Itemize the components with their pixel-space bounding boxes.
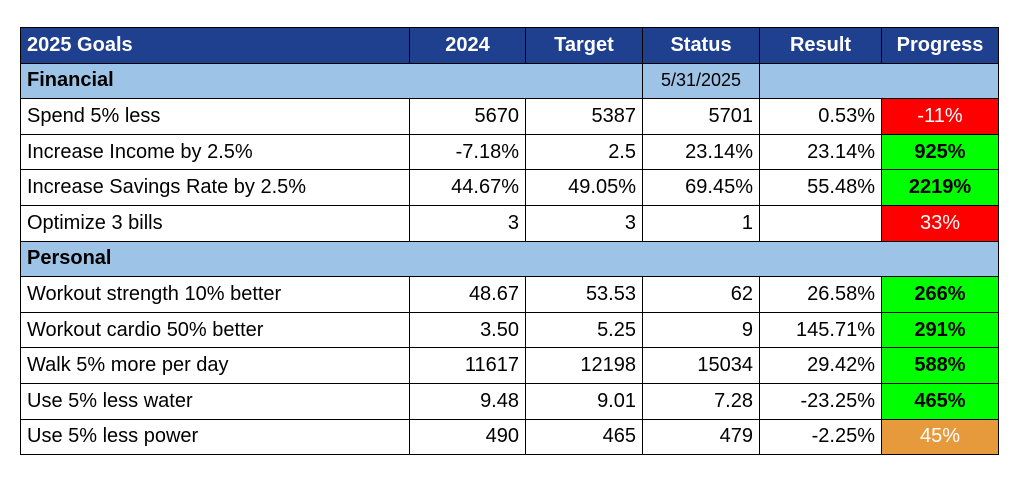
header-progress: Progress — [881, 27, 999, 64]
value-target: 465 — [525, 418, 643, 456]
header-result: Result — [759, 27, 882, 64]
value-status: 479 — [642, 418, 760, 456]
value-2024: 9.48 — [409, 382, 526, 420]
table-row: Workout cardio 50% better 3.50 5.25 9 14… — [20, 311, 999, 349]
goal-cell: Spend 5% less — [20, 98, 410, 135]
value-2024: -7.18% — [409, 133, 526, 171]
progress-cell: 266% — [881, 276, 999, 313]
progress-cell: 291% — [881, 311, 999, 349]
progress-cell: 588% — [881, 347, 999, 384]
value-target: 5387 — [525, 98, 643, 135]
section-filler — [759, 62, 999, 100]
table-row: Walk 5% more per day 11617 12198 15034 2… — [20, 347, 999, 384]
progress-cell: 45% — [881, 418, 999, 456]
value-status: 7.28 — [642, 382, 760, 420]
section-label: Financial — [20, 62, 643, 100]
header-2024: 2024 — [409, 27, 526, 64]
value-result: 0.53% — [759, 98, 882, 135]
value-result — [759, 204, 882, 242]
section-personal: Personal — [20, 240, 999, 278]
value-2024: 44.67% — [409, 169, 526, 206]
value-status: 15034 — [642, 347, 760, 384]
goal-cell: Increase Income by 2.5% — [20, 133, 410, 171]
table-row: Use 5% less water 9.48 9.01 7.28 -23.25%… — [20, 382, 999, 420]
table-row: Workout strength 10% better 48.67 53.53 … — [20, 276, 999, 313]
value-status: 69.45% — [642, 169, 760, 206]
table-row: Use 5% less power 490 465 479 -2.25% 45% — [20, 418, 999, 456]
value-status: 5701 — [642, 98, 760, 135]
goal-cell: Walk 5% more per day — [20, 347, 410, 384]
goal-cell: Optimize 3 bills — [20, 204, 410, 242]
value-target: 49.05% — [525, 169, 643, 206]
header-target: Target — [525, 27, 643, 64]
section-label: Personal — [20, 240, 999, 278]
value-target: 3 — [525, 204, 643, 242]
value-result: -2.25% — [759, 418, 882, 456]
value-status: 9 — [642, 311, 760, 349]
value-result: 23.14% — [759, 133, 882, 171]
value-2024: 11617 — [409, 347, 526, 384]
value-target: 9.01 — [525, 382, 643, 420]
goal-cell: Workout cardio 50% better — [20, 311, 410, 349]
value-result: 55.48% — [759, 169, 882, 206]
table-row: Increase Income by 2.5% -7.18% 2.5 23.14… — [20, 133, 999, 171]
value-2024: 3 — [409, 204, 526, 242]
value-status: 62 — [642, 276, 760, 313]
value-target: 2.5 — [525, 133, 643, 171]
progress-cell: 33% — [881, 204, 999, 242]
progress-cell: -11% — [881, 98, 999, 135]
value-result: 145.71% — [759, 311, 882, 349]
value-result: -23.25% — [759, 382, 882, 420]
section-financial: Financial 5/31/2025 — [20, 62, 999, 100]
progress-cell: 925% — [881, 133, 999, 171]
goal-cell: Use 5% less water — [20, 382, 410, 420]
header-goals: 2025 Goals — [20, 27, 410, 64]
table-row: Optimize 3 bills 3 3 1 33% — [20, 204, 999, 242]
value-2024: 3.50 — [409, 311, 526, 349]
value-target: 12198 — [525, 347, 643, 384]
value-result: 29.42% — [759, 347, 882, 384]
header-row: 2025 Goals 2024 Target Status Result Pro… — [20, 27, 999, 64]
value-status: 23.14% — [642, 133, 760, 171]
goal-cell: Use 5% less power — [20, 418, 410, 456]
goal-cell: Increase Savings Rate by 2.5% — [20, 169, 410, 206]
goal-cell: Workout strength 10% better — [20, 276, 410, 313]
value-target: 5.25 — [525, 311, 643, 349]
progress-cell: 465% — [881, 382, 999, 420]
value-status: 1 — [642, 204, 760, 242]
table-row: Spend 5% less 5670 5387 5701 0.53% -11% — [20, 98, 999, 135]
value-2024: 48.67 — [409, 276, 526, 313]
value-2024: 490 — [409, 418, 526, 456]
table-row: Increase Savings Rate by 2.5% 44.67% 49.… — [20, 169, 999, 206]
goals-table: 2025 Goals 2024 Target Status Result Pro… — [20, 27, 999, 456]
status-date: 5/31/2025 — [642, 62, 760, 100]
value-target: 53.53 — [525, 276, 643, 313]
progress-cell: 2219% — [881, 169, 999, 206]
value-2024: 5670 — [409, 98, 526, 135]
header-status: Status — [642, 27, 760, 64]
value-result: 26.58% — [759, 276, 882, 313]
